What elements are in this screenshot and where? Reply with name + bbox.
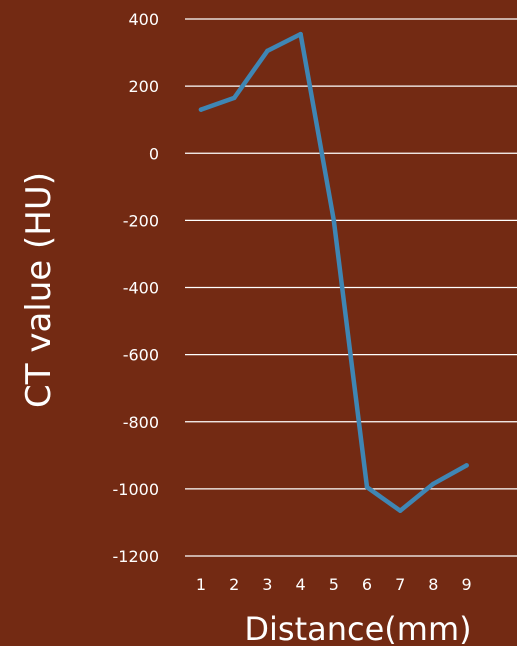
y-axis-title: CT value (HU) bbox=[19, 172, 59, 408]
data-point bbox=[331, 218, 337, 223]
x-tick-label: 2 bbox=[229, 575, 239, 594]
x-tick-labels: 1 2 3 4 5 6 7 8 9 bbox=[196, 575, 472, 594]
series-layer bbox=[198, 31, 469, 513]
x-tick-label: 7 bbox=[395, 575, 405, 594]
series-line bbox=[198, 31, 469, 513]
data-point bbox=[364, 484, 370, 490]
y-tick-label: -600 bbox=[123, 346, 159, 365]
x-tick-label: 9 bbox=[462, 575, 472, 594]
y-tick-label: -400 bbox=[123, 279, 159, 298]
y-tick-label: 200 bbox=[128, 77, 159, 96]
y-tick-labels: 400 200 0 -200 -400 -600 -800 -1000 -1200 bbox=[113, 10, 160, 566]
data-point bbox=[397, 508, 403, 513]
y-tick-label: 0 bbox=[149, 144, 159, 163]
y-tick-label: -1000 bbox=[113, 480, 160, 499]
y-tick-label: 400 bbox=[128, 10, 159, 29]
x-tick-label: 3 bbox=[262, 575, 272, 594]
data-point bbox=[464, 463, 469, 468]
y-tick-label: -1200 bbox=[113, 547, 160, 566]
x-tick-label: 6 bbox=[362, 575, 372, 594]
y-tick-label: -200 bbox=[123, 211, 159, 230]
x-tick-label: 8 bbox=[428, 575, 438, 594]
x-tick-label: 4 bbox=[296, 575, 306, 594]
x-axis-title: Distance(mm) bbox=[244, 610, 471, 646]
data-point bbox=[431, 481, 436, 487]
x-tick-label: 1 bbox=[196, 575, 206, 594]
data-point bbox=[231, 95, 237, 101]
x-tick-label: 5 bbox=[329, 575, 339, 594]
y-tick-label: -800 bbox=[123, 413, 159, 432]
data-point bbox=[198, 107, 204, 112]
data-point bbox=[265, 48, 270, 54]
data-point bbox=[298, 31, 303, 37]
